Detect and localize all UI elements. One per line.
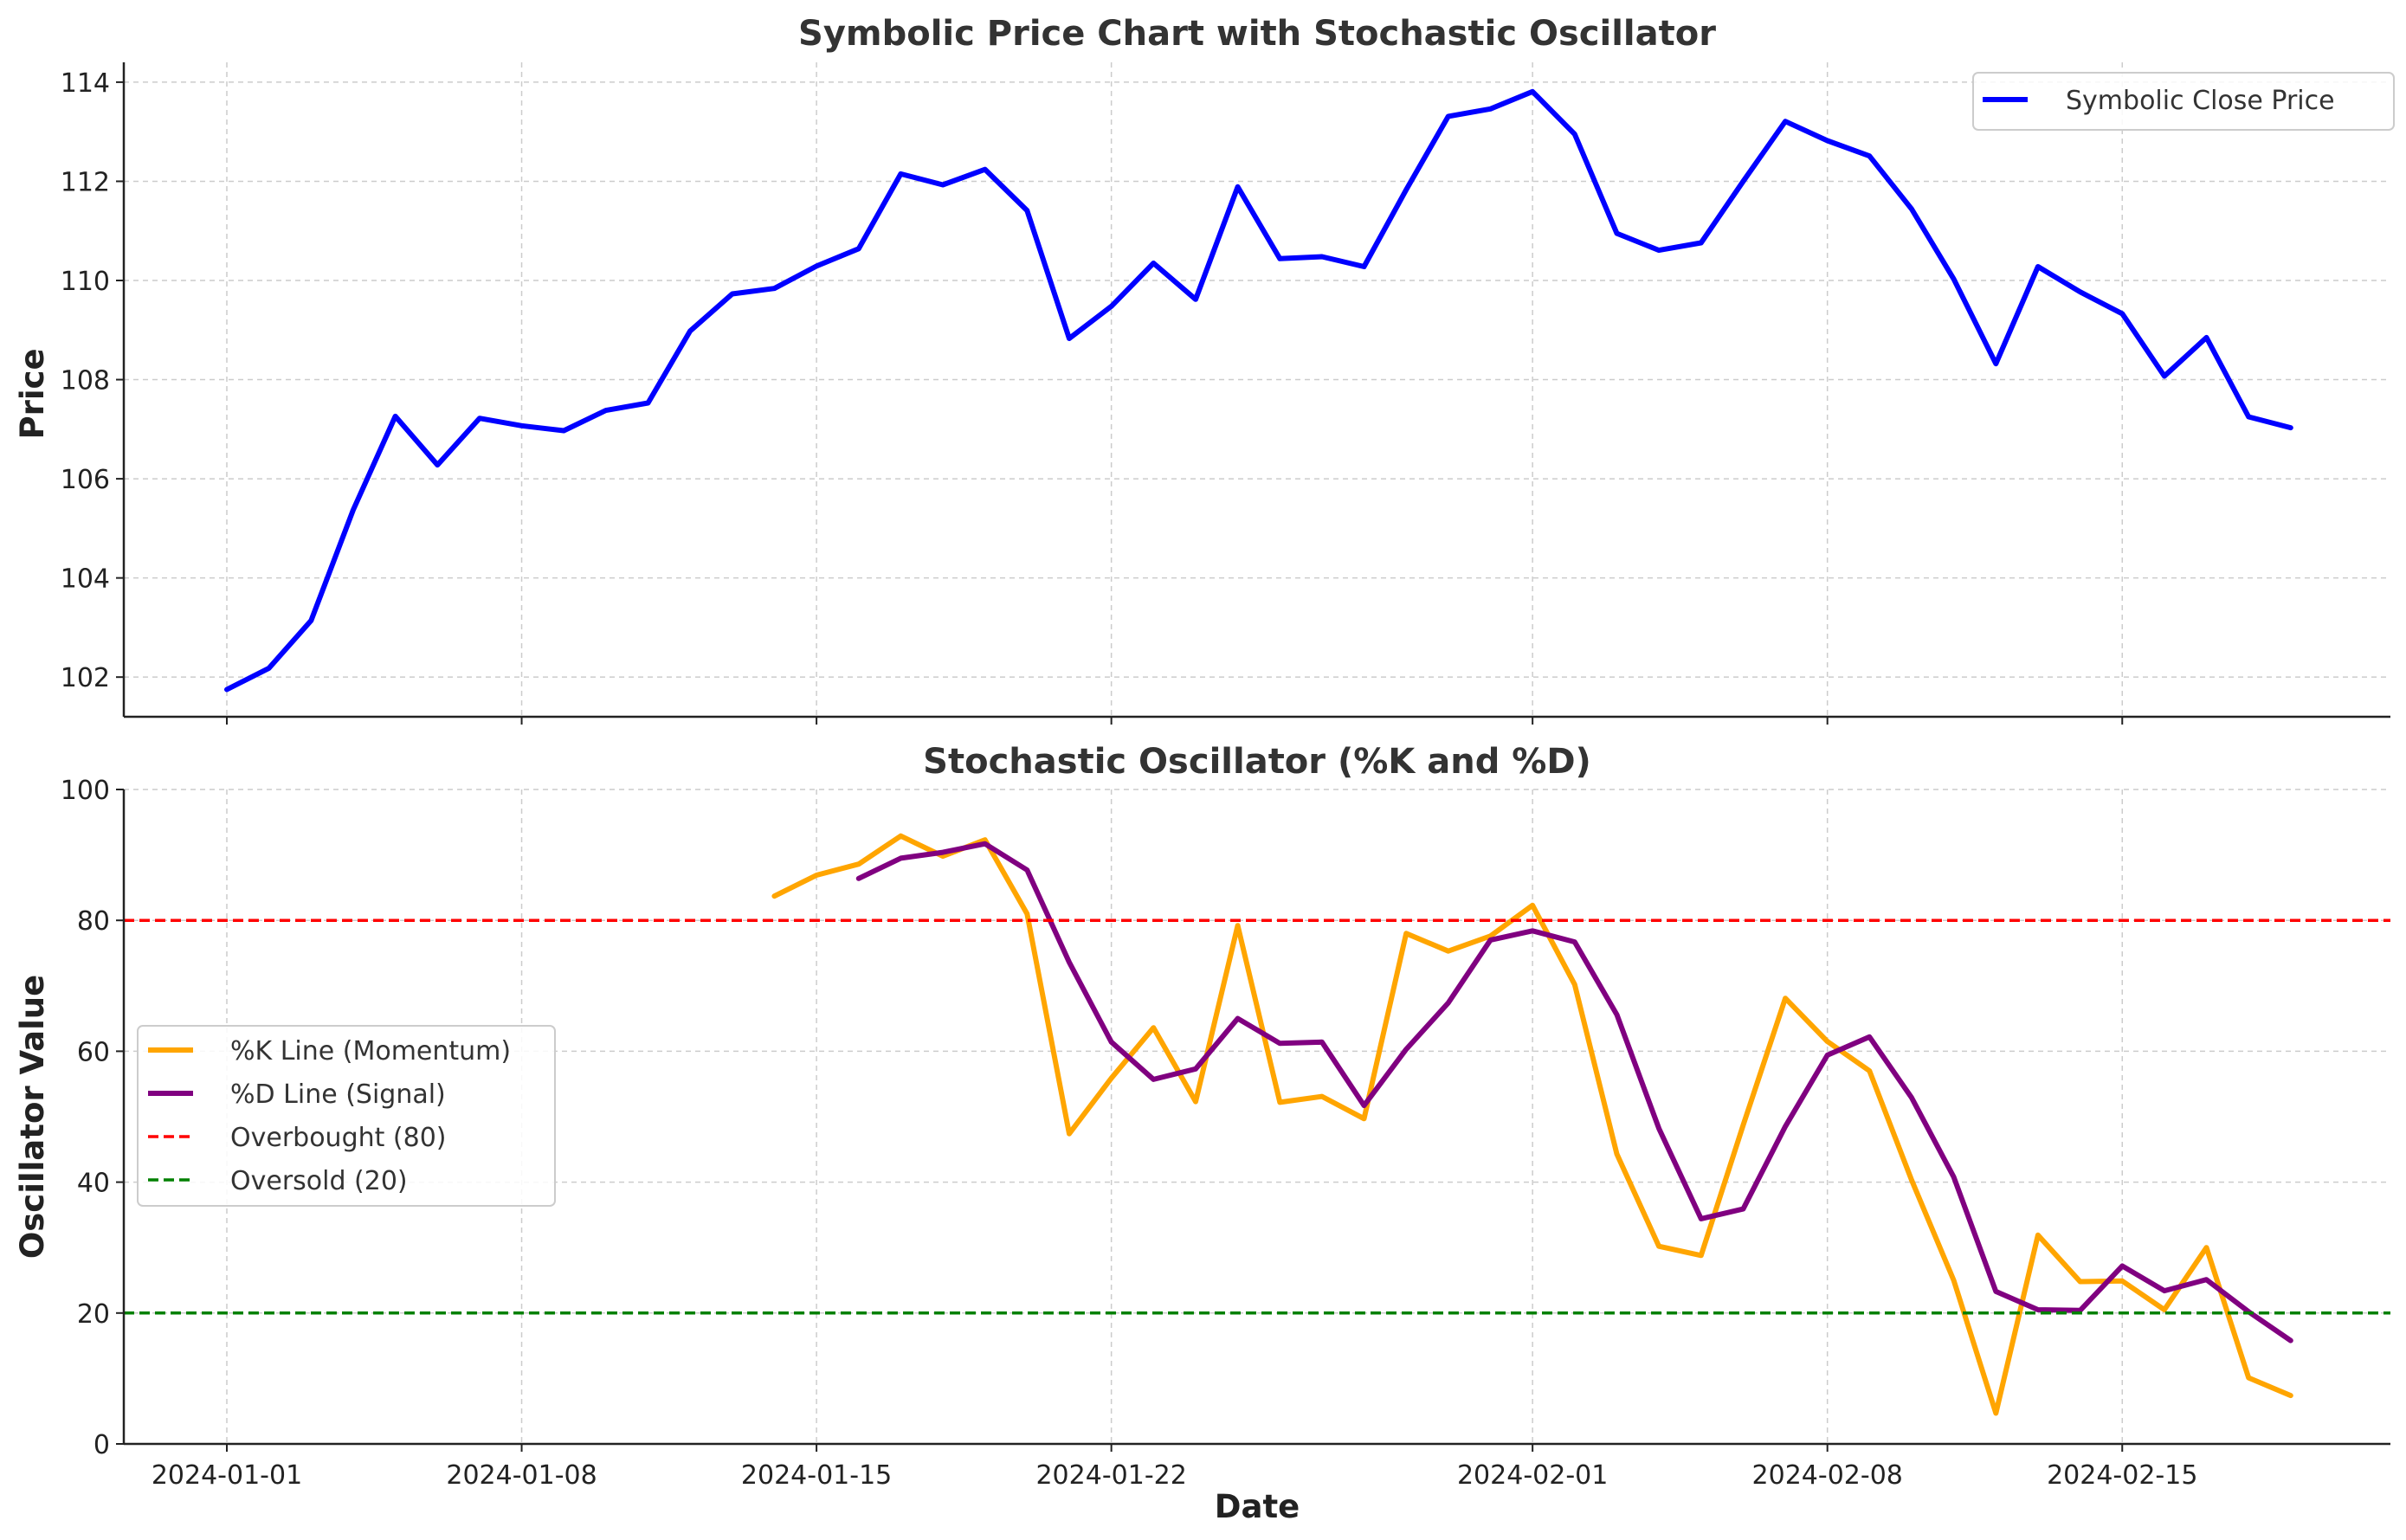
- oscillator-series: [124, 833, 2390, 1416]
- price-y-tick-label-6: 114: [61, 68, 110, 99]
- oscillator-y-tick-label-1: 20: [77, 1299, 110, 1330]
- oscillator-x-ticks: 2024-01-01 2024-01-08 2024-01-15 2024-01-22…: [152, 1444, 2197, 1491]
- price-y-tick-label-4: 110: [61, 267, 110, 297]
- oscillator-x-tick-label-6: 2024-02-15: [2047, 1460, 2197, 1491]
- oscillator-axes: [122, 789, 2390, 1446]
- oscillator-x-tick-label-0: 2024-01-01: [152, 1460, 302, 1491]
- oscillator-series-line-1: [855, 841, 2293, 1343]
- oscillator-y-tick-label-4: 80: [77, 906, 110, 937]
- price-series: [224, 88, 2293, 693]
- oscillator-legend-box: [137, 1025, 556, 1207]
- price-y-tick-label-3: 108: [61, 366, 110, 396]
- oscillator-legend: %K Line (Momentum) %D Line (Signal) Over…: [137, 1025, 556, 1207]
- legend-label-k-line: %K Line (Momentum): [230, 1036, 511, 1066]
- price-y-tick-label-0: 102: [61, 663, 110, 693]
- oscillator-x-tick-label-3: 2024-01-22: [1035, 1460, 1186, 1491]
- oscillator-chart-title: Stochastic Oscillator (%K and %D): [923, 742, 1591, 782]
- oscillator-x-tick-label-4: 2024-02-01: [1457, 1460, 1608, 1491]
- legend-label-overbought: Overbought (80): [230, 1123, 447, 1153]
- price-axes: [122, 62, 2390, 725]
- price-y-tick-label-5: 112: [61, 167, 110, 197]
- oscillator-y-tick-label-0: 0: [94, 1430, 110, 1460]
- oscillator-x-tick-label-5: 2024-02-08: [1752, 1460, 1903, 1491]
- price-series-line-0: [224, 88, 2293, 693]
- price-chart: 102 104 106 108 110 112 114 Symbolic Price Cha…: [14, 14, 2390, 725]
- price-grid: [124, 62, 2390, 717]
- oscillator-y-tick-label-3: 60: [77, 1037, 110, 1067]
- price-legend: Symbolic Close Price: [1972, 72, 2395, 131]
- price-legend-label: Symbolic Close Price: [2066, 86, 2335, 116]
- oscillator-x-axis-label: Date: [1215, 1488, 1300, 1525]
- price-chart-title: Symbolic Price Chart with Stochastic Osc…: [798, 14, 1716, 54]
- oscillator-y-tick-label-5: 100: [61, 776, 110, 806]
- oscillator-y-ticks: 0 20 40 60 80 100: [61, 776, 124, 1460]
- oscillator-y-axis-label: Oscillator Value: [14, 975, 51, 1259]
- legend-label-oversold: Oversold (20): [230, 1166, 408, 1196]
- price-y-ticks: 102 104 106 108 110 112 114: [61, 68, 124, 693]
- price-y-axis-label: Price: [14, 348, 51, 439]
- oscillator-series-line-0: [771, 833, 2293, 1416]
- oscillator-x-tick-label-2: 2024-01-15: [741, 1460, 892, 1491]
- oscillator-y-tick-label-2: 40: [77, 1169, 110, 1199]
- legend-label-d-line: %D Line (Signal): [230, 1079, 446, 1110]
- price-y-tick-label-2: 106: [61, 465, 110, 495]
- oscillator-x-tick-label-1: 2024-01-08: [446, 1460, 597, 1491]
- price-y-tick-label-1: 104: [61, 564, 110, 595]
- price-legend-box: [1972, 72, 2395, 131]
